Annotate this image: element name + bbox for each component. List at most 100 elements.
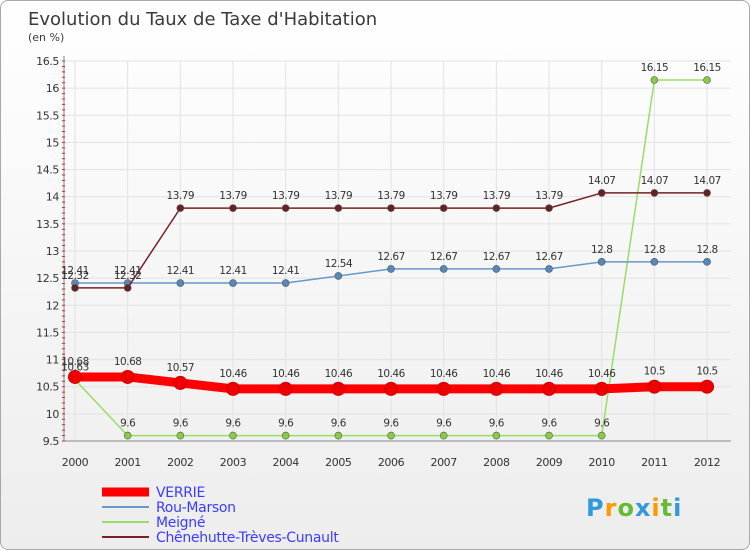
data-point	[229, 279, 237, 287]
data-label: 12.8	[644, 244, 665, 256]
y-tick-label: 14	[46, 191, 60, 204]
legend-label: Meigné	[156, 515, 205, 531]
data-label: 9.6	[489, 418, 505, 430]
data-label: 10.5	[644, 366, 665, 378]
data-point	[176, 279, 185, 287]
data-point	[281, 204, 290, 212]
data-point	[68, 369, 82, 384]
y-tick-label: 13	[46, 245, 60, 258]
data-label: 10.46	[535, 368, 563, 380]
data-point	[173, 375, 188, 390]
legend-label: VERRIE	[156, 485, 205, 501]
data-point	[542, 381, 557, 396]
data-point	[650, 258, 659, 266]
data-point	[492, 265, 501, 273]
data-point	[545, 265, 553, 273]
data-point	[334, 431, 343, 440]
series-lines	[68, 76, 715, 440]
data-label: 9.6	[541, 418, 557, 430]
data-point	[436, 381, 451, 396]
data-point	[439, 265, 448, 273]
data-point	[229, 204, 237, 212]
y-tick-label: 15	[46, 136, 60, 149]
y-tick-label: 15.5	[36, 109, 59, 122]
logo-letter: P	[586, 494, 605, 522]
data-point	[123, 431, 132, 440]
data-label: 12.67	[483, 251, 511, 263]
grid	[64, 60, 731, 442]
data-label: 12.54	[325, 258, 353, 270]
data-label: 9.6	[436, 418, 452, 430]
data-label: 9.6	[594, 418, 610, 430]
data-label: 16.15	[693, 62, 721, 74]
y-tick-label: 13.5	[36, 218, 59, 231]
data-label: 12.8	[591, 244, 612, 256]
data-point	[703, 76, 711, 84]
data-point	[647, 379, 662, 394]
data-point	[703, 189, 711, 197]
data-label: 13.79	[483, 190, 511, 202]
data-label: 12.41	[272, 265, 300, 277]
data-label: 12.32	[114, 270, 142, 282]
y-tick-label: 10	[46, 408, 60, 421]
logo-letter: o	[617, 494, 635, 522]
data-label: 12.41	[114, 265, 142, 277]
data-point	[123, 284, 132, 292]
data-label: 10.5	[696, 366, 717, 378]
data-label: 12.32	[61, 270, 89, 282]
data-label: 9.6	[173, 418, 189, 430]
data-label: 10.46	[588, 368, 616, 380]
x-tick-label: 2010	[588, 456, 615, 469]
x-tick-label: 2007	[430, 456, 457, 469]
data-point	[226, 381, 241, 396]
data-label: 12.41	[61, 265, 89, 277]
data-point	[331, 381, 346, 396]
data-label: 12.67	[430, 251, 458, 263]
data-label: 10.46	[483, 368, 511, 380]
chart-title: Evolution du Taux de Taxe d'Habitation	[28, 9, 377, 30]
data-point	[387, 204, 395, 212]
data-point	[229, 431, 237, 440]
data-labels: 10.63 9.6 9.6 9.6 9.6 9.6 9.6 9.6 9.6 9.6 9.6 16.15…	[61, 62, 721, 430]
data-point	[545, 204, 553, 212]
data-label: 10.46	[272, 368, 300, 380]
data-point	[71, 284, 79, 292]
logo-letter: i	[673, 494, 682, 522]
axes: 9.51010.51111.51212.51313.51414.51515.51…	[36, 55, 731, 469]
data-point	[176, 204, 185, 212]
logo-letter: t	[661, 494, 673, 522]
legend-label: Chênehutte-Trèves-Cunault	[156, 530, 339, 546]
data-point	[120, 369, 135, 384]
data-point	[334, 272, 343, 280]
x-tick-label: 2011	[641, 456, 667, 469]
x-tick-label: 2006	[378, 456, 405, 469]
data-label: 13.79	[272, 190, 300, 202]
data-label: 13.79	[535, 190, 563, 202]
x-tick-label: 2005	[325, 456, 352, 469]
legend: VERRIERou-MarsonMeignéChênehutte-Trèves-…	[102, 485, 340, 546]
x-tick-label: 2012	[694, 456, 720, 469]
data-label: 9.6	[120, 418, 136, 430]
y-tick-label: 12.5	[36, 272, 59, 285]
data-label: 10.46	[325, 368, 353, 380]
x-tick-label: 2003	[220, 456, 247, 469]
data-label: 14.07	[641, 175, 669, 187]
x-tick-label: 2008	[483, 456, 510, 469]
data-point	[703, 258, 711, 266]
data-label: 9.6	[225, 418, 241, 430]
y-tick-label: 11	[46, 354, 59, 367]
data-label: 12.41	[167, 265, 195, 277]
logo-letter: i	[651, 494, 660, 522]
logo-letter: r	[605, 494, 618, 522]
data-label: 9.6	[383, 418, 399, 430]
data-point	[278, 381, 293, 396]
data-label: 13.79	[167, 190, 195, 202]
x-tick-label: 2001	[114, 456, 140, 469]
data-point	[650, 189, 659, 197]
data-point	[176, 431, 185, 440]
data-label: 10.57	[167, 362, 195, 374]
data-point	[384, 381, 399, 396]
y-tick-label: 11.5	[36, 326, 59, 339]
data-label: 14.07	[588, 175, 616, 187]
